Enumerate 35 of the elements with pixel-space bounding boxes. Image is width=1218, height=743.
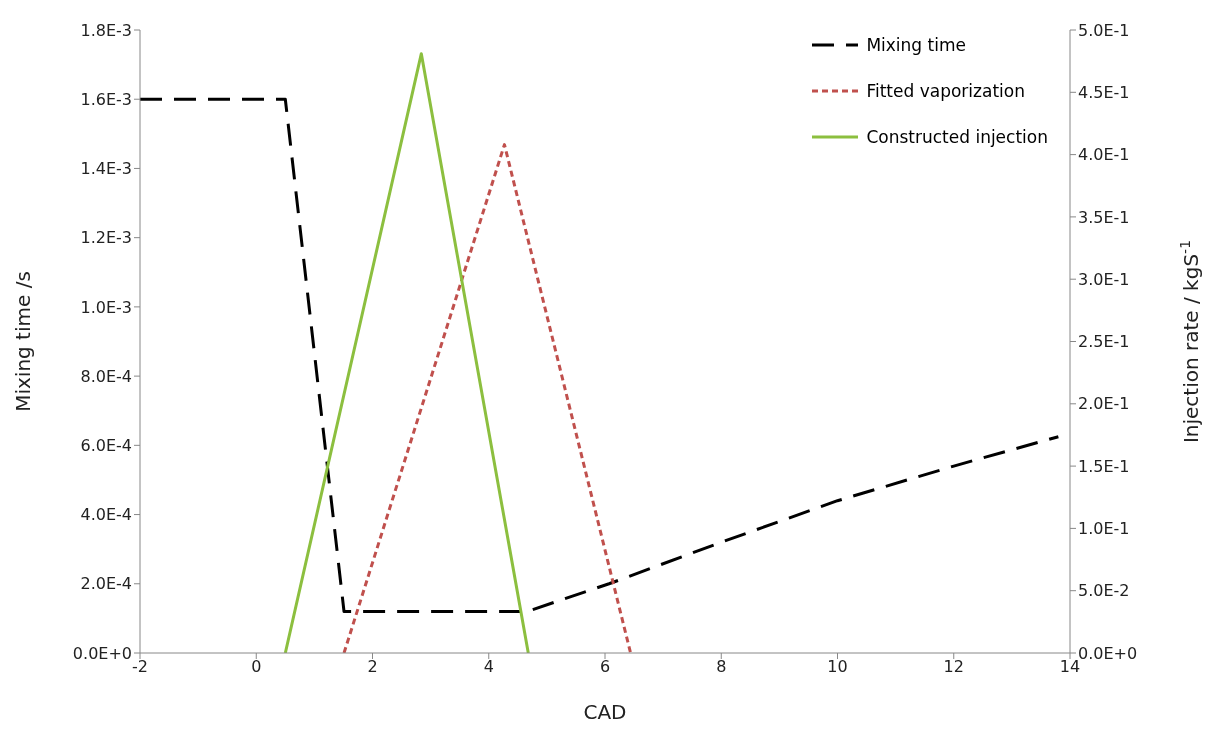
y2-tick-label: 5.0E-1 xyxy=(1078,20,1130,40)
y-tick-label: 2.0E-4 xyxy=(80,574,132,594)
x-axis-title: CAD xyxy=(583,700,627,724)
y-axis-title: Mixing time /s xyxy=(11,271,35,412)
y2-tick-label: 2.0E-1 xyxy=(1078,394,1130,414)
y2-tick-label: 4.5E-1 xyxy=(1078,82,1130,102)
y2-tick-label: 0.0E+0 xyxy=(1078,643,1138,663)
y2-tick-label: 3.5E-1 xyxy=(1078,207,1130,227)
y2-tick-label: 5.0E-2 xyxy=(1078,581,1130,601)
x-tick-label: -2 xyxy=(132,657,148,677)
x-tick-label: 10 xyxy=(827,657,848,677)
y2-tick-label: 1.0E-1 xyxy=(1078,519,1130,539)
y-tick-label: 6.0E-4 xyxy=(80,436,132,456)
y-tick-label: 1.4E-3 xyxy=(80,159,132,179)
y2-tick-label: 1.5E-1 xyxy=(1078,456,1130,476)
y2-tick-label: 3.0E-1 xyxy=(1078,269,1130,289)
legend-label: Fitted vaporization xyxy=(866,81,1025,101)
y2-tick-label: 4.0E-1 xyxy=(1078,145,1130,165)
y-tick-label: 1.8E-3 xyxy=(80,20,132,40)
x-tick-label: 0 xyxy=(251,657,262,677)
y-tick-label: 1.0E-3 xyxy=(80,297,132,317)
x-tick-label: 6 xyxy=(599,657,611,677)
x-tick-label: 2 xyxy=(367,657,378,677)
y2-tick-label: 2.5E-1 xyxy=(1078,332,1130,352)
y-tick-label: 4.0E-4 xyxy=(80,505,132,525)
legend-label: Mixing time xyxy=(866,35,966,55)
x-tick-label: 8 xyxy=(716,657,727,677)
y-tick-label: 1.2E-3 xyxy=(80,228,132,248)
y-tick-label: 8.0E-4 xyxy=(80,366,132,386)
x-tick-label: 14 xyxy=(1059,657,1081,677)
x-tick-label: 4 xyxy=(483,657,494,677)
y-tick-label: 0.0E+0 xyxy=(72,643,132,663)
legend-label: Constructed injection xyxy=(866,127,1048,147)
x-tick-label: 12 xyxy=(943,657,964,677)
y-tick-label: 1.6E-3 xyxy=(80,89,132,109)
